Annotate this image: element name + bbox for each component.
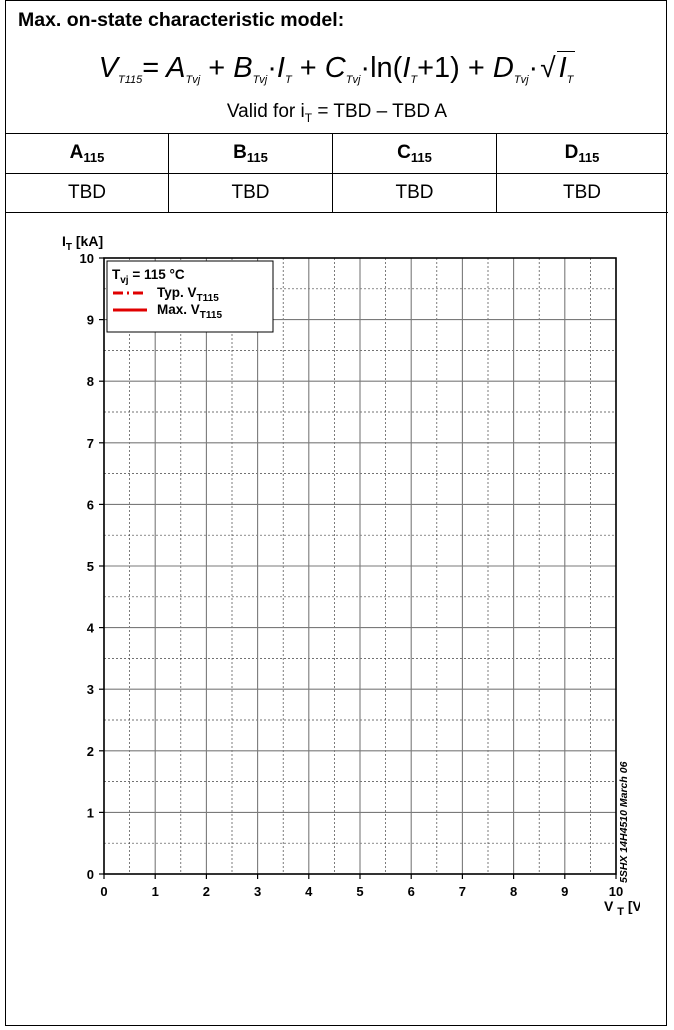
header-c: C115	[333, 142, 496, 165]
y-axis-label-part-1: T	[66, 242, 72, 253]
formula-lhs-sub: T115	[117, 74, 143, 86]
formula-term-c: C	[324, 52, 346, 84]
formula-var-3: I	[558, 52, 567, 84]
header-d: D115	[497, 142, 667, 165]
table-col-divider-1	[168, 133, 169, 213]
model-formula: VT115= ATvj + BTvj·IT + CTvj·ln(IT+1) + …	[6, 51, 668, 86]
formula-term-d: D	[492, 52, 514, 84]
datasheet-frame: Max. on-state characteristic model: VT11…	[5, 0, 668, 1026]
value-a: TBD	[68, 182, 106, 203]
legend-box	[106, 260, 274, 333]
legend-label-1: Max. VT115	[157, 302, 222, 321]
formula-term-d-sub: Tvj	[513, 74, 529, 86]
header-c-main: C	[397, 142, 411, 163]
x-tick-label: 7	[459, 884, 466, 899]
formula-dot-1: ·	[267, 52, 277, 84]
legend-label-1-part-0: Max. V	[157, 302, 200, 317]
x-axis-label-part-2: [V]	[624, 898, 640, 914]
x-tick-label: 1	[152, 884, 159, 899]
formula-lhs: V	[98, 52, 118, 84]
formula-plus-one: +1)	[417, 52, 460, 84]
formula-plus-2: +	[299, 52, 317, 84]
x-tick-label: 10	[609, 884, 623, 899]
validity-sub: T	[304, 110, 313, 125]
header-c-sub: 115	[410, 150, 432, 165]
x-tick-label: 8	[510, 884, 517, 899]
x-axis-label: V T [V]	[604, 898, 640, 918]
legend-header-part-0: T	[112, 267, 121, 282]
x-tick-label: 4	[305, 884, 313, 899]
formula-ln: ln(	[370, 52, 403, 84]
y-tick-label: 1	[87, 805, 94, 820]
formula-var-1: I	[276, 52, 285, 84]
formula-plus-1: +	[208, 52, 226, 84]
header-b-main: B	[233, 142, 247, 163]
table-header-border	[6, 173, 668, 174]
formula-dot-3: ·	[528, 52, 539, 84]
legend-header-part-1: vj	[120, 275, 129, 286]
formula-dot-2: ·	[360, 52, 371, 84]
x-axis-label-part-0: V	[604, 898, 617, 914]
formula-var-2-sub: T	[410, 74, 418, 86]
header-d-main: D	[564, 142, 579, 163]
document-stamp: 5SHX 14H4510 March 06	[618, 761, 630, 883]
table-bottom-border	[6, 212, 668, 213]
y-tick-label: 5	[87, 559, 94, 574]
y-tick-label: 2	[87, 744, 94, 759]
table-top-border	[6, 133, 668, 134]
formula-term-a-sub: Tvj	[185, 74, 201, 86]
formula-var-3-sub: T	[566, 74, 574, 86]
y-tick-label: 0	[87, 867, 94, 882]
header-b-sub: 115	[246, 150, 268, 165]
x-tick-label: 3	[254, 884, 261, 899]
legend-label-0-part-0: Typ. V	[157, 285, 197, 300]
formula-sqrt-sign: √	[540, 52, 556, 83]
x-tick-label: 9	[561, 884, 568, 899]
formula-var-1-sub: T	[284, 74, 292, 86]
formula-equals: =	[142, 52, 160, 84]
validity-suffix: = TBD – TBD A	[312, 101, 448, 122]
header-d-sub: 115	[578, 150, 600, 165]
y-tick-label: 6	[87, 497, 94, 512]
legend-label-0: Typ. VT115	[157, 285, 219, 304]
x-tick-label: 5	[356, 884, 363, 899]
y-axis-label-part-2: [kA]	[72, 233, 103, 249]
y-tick-label: 4	[87, 621, 95, 636]
header-a-main: A	[69, 142, 84, 163]
formula-term-a: A	[166, 52, 186, 84]
legend-header: Tvj = 115 °C	[112, 267, 185, 286]
formula-term-c-sub: Tvj	[345, 74, 361, 86]
y-tick-label: 9	[87, 313, 94, 328]
header-b: B115	[169, 142, 332, 165]
y-axis-label-part-0: I	[62, 233, 66, 249]
x-tick-label: 6	[408, 884, 415, 899]
value-d: TBD	[563, 182, 601, 203]
y-axis-label: IT [kA]	[62, 233, 103, 253]
x-tick-label: 2	[203, 884, 210, 899]
y-tick-label: 10	[80, 251, 94, 266]
formula-plus-3: +	[467, 52, 485, 84]
y-tick-label: 7	[87, 436, 94, 451]
legend-label-1-part-1: T115	[200, 310, 223, 321]
table-col-divider-2	[332, 133, 333, 213]
y-tick-label: 3	[87, 682, 94, 697]
value-c: TBD	[395, 182, 434, 203]
formula-sqrt-body: IT	[556, 51, 576, 86]
x-tick-label: 0	[100, 884, 107, 899]
legend-label-0-part-1: T115	[197, 293, 220, 304]
formula-var-2: I	[402, 52, 411, 84]
y-tick-label: 8	[87, 374, 94, 389]
validity-range: Valid for iT = TBD – TBD A	[6, 101, 668, 125]
x-axis-label-part-1: T	[617, 906, 624, 918]
value-b: TBD	[231, 182, 270, 203]
legend-header-part-2: = 115 °C	[129, 267, 185, 282]
header-a: A115	[6, 142, 168, 165]
formula-term-b-sub: Tvj	[252, 74, 268, 86]
section-title: Max. on-state characteristic model:	[18, 9, 345, 31]
table-col-divider-3	[496, 133, 497, 213]
header-a-sub: 115	[83, 150, 105, 165]
validity-prefix: Valid for i	[226, 101, 305, 122]
formula-term-b: B	[233, 52, 253, 84]
